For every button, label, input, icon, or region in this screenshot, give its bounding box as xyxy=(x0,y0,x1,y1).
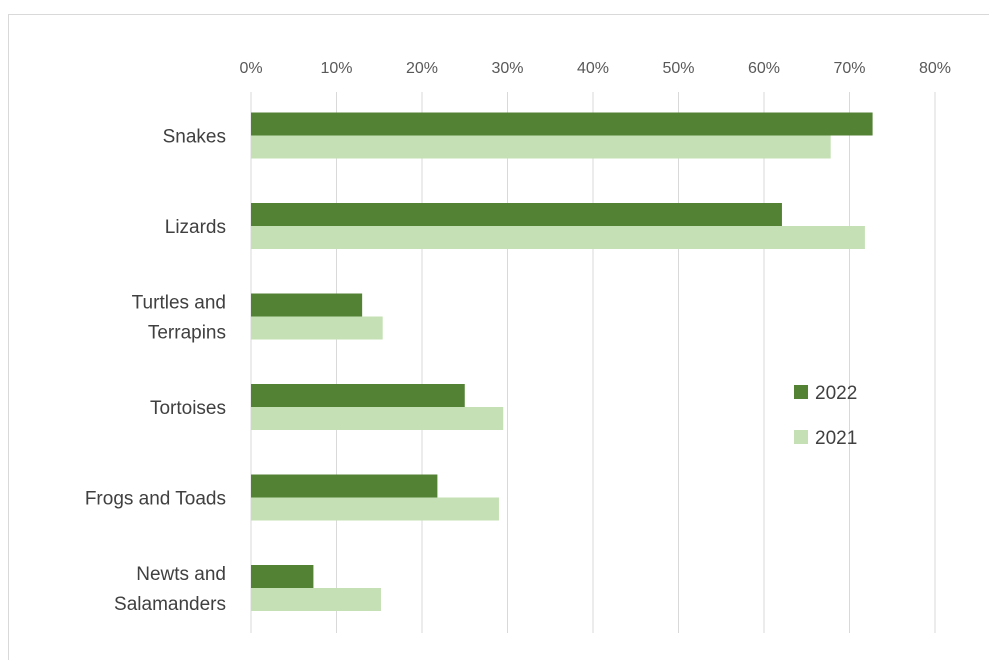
legend-label: 2022 xyxy=(815,383,857,404)
x-tick-label: 30% xyxy=(491,60,523,77)
category-label: Frogs and Toads xyxy=(85,489,226,510)
chart-frame xyxy=(8,14,989,660)
category-labels: Snakes Lizards Turtles and Terrapins Tortois… xyxy=(85,127,226,616)
category-label-line: Turtles and xyxy=(132,293,226,314)
x-tick-label: 80% xyxy=(919,60,951,77)
bar xyxy=(251,565,314,588)
legend-label: 2021 xyxy=(815,428,857,449)
bar xyxy=(251,316,383,340)
category-label-line: Terrapins xyxy=(148,323,226,344)
bar xyxy=(251,474,438,498)
category-label: Newts and Salamanders xyxy=(114,564,226,615)
gridlines xyxy=(250,92,936,633)
x-tick-label: 50% xyxy=(662,60,694,77)
category-label-line: Newts and xyxy=(136,564,226,585)
bars xyxy=(251,112,873,611)
bar xyxy=(251,293,363,317)
x-tick-label: 70% xyxy=(833,60,865,77)
bar xyxy=(251,384,465,407)
category-label-line: Frogs and Toads xyxy=(85,489,226,510)
bar xyxy=(251,497,499,521)
category-label: Tortoises xyxy=(150,398,226,419)
x-tick-label: 20% xyxy=(406,60,438,77)
category-label-line: Tortoises xyxy=(150,398,226,419)
bar xyxy=(251,588,381,611)
bar xyxy=(251,203,782,226)
bar xyxy=(251,135,831,159)
category-label: Lizards xyxy=(165,217,226,238)
category-label-line: Snakes xyxy=(163,127,226,148)
x-tick-label: 60% xyxy=(748,60,780,77)
x-axis-ticks: 0% 10% 20% 30% 40% 50% 60% 70% 80% xyxy=(239,60,951,77)
legend-swatch xyxy=(794,430,808,444)
x-tick-label: 40% xyxy=(577,60,609,77)
category-label-line: Salamanders xyxy=(114,594,226,615)
bar xyxy=(251,112,873,136)
x-tick-label: 10% xyxy=(320,60,352,77)
bar xyxy=(251,226,865,249)
x-tick-label: 0% xyxy=(239,60,262,77)
category-label: Turtles and Terrapins xyxy=(132,293,226,344)
bar xyxy=(251,407,504,430)
category-label-line: Lizards xyxy=(165,217,226,238)
legend: 2022 2021 xyxy=(794,383,857,449)
legend-swatch xyxy=(794,385,808,399)
category-label: Snakes xyxy=(163,127,226,148)
